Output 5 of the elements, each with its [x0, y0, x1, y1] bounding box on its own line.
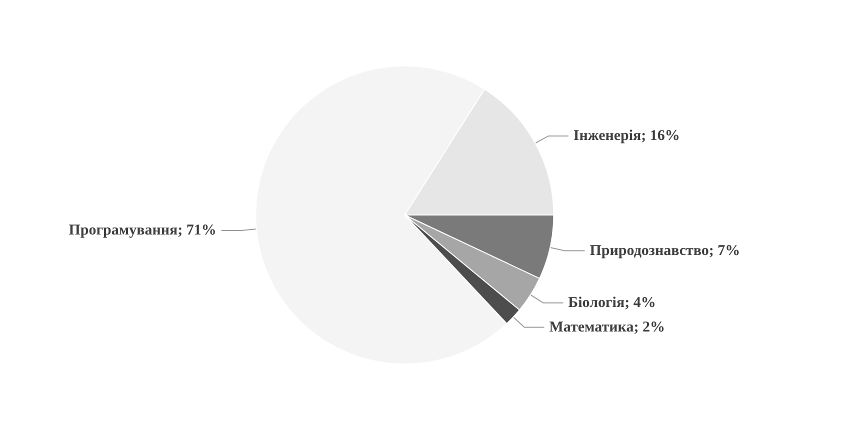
slice-label: Біологія; 4%	[568, 294, 656, 311]
slice-label: Природознавство; 7%	[590, 242, 740, 259]
slice-label: Інженерія; 16%	[573, 128, 680, 144]
slice-label: Математика; 2%	[549, 319, 665, 336]
slice-label: Програмування; 71%	[68, 222, 216, 238]
